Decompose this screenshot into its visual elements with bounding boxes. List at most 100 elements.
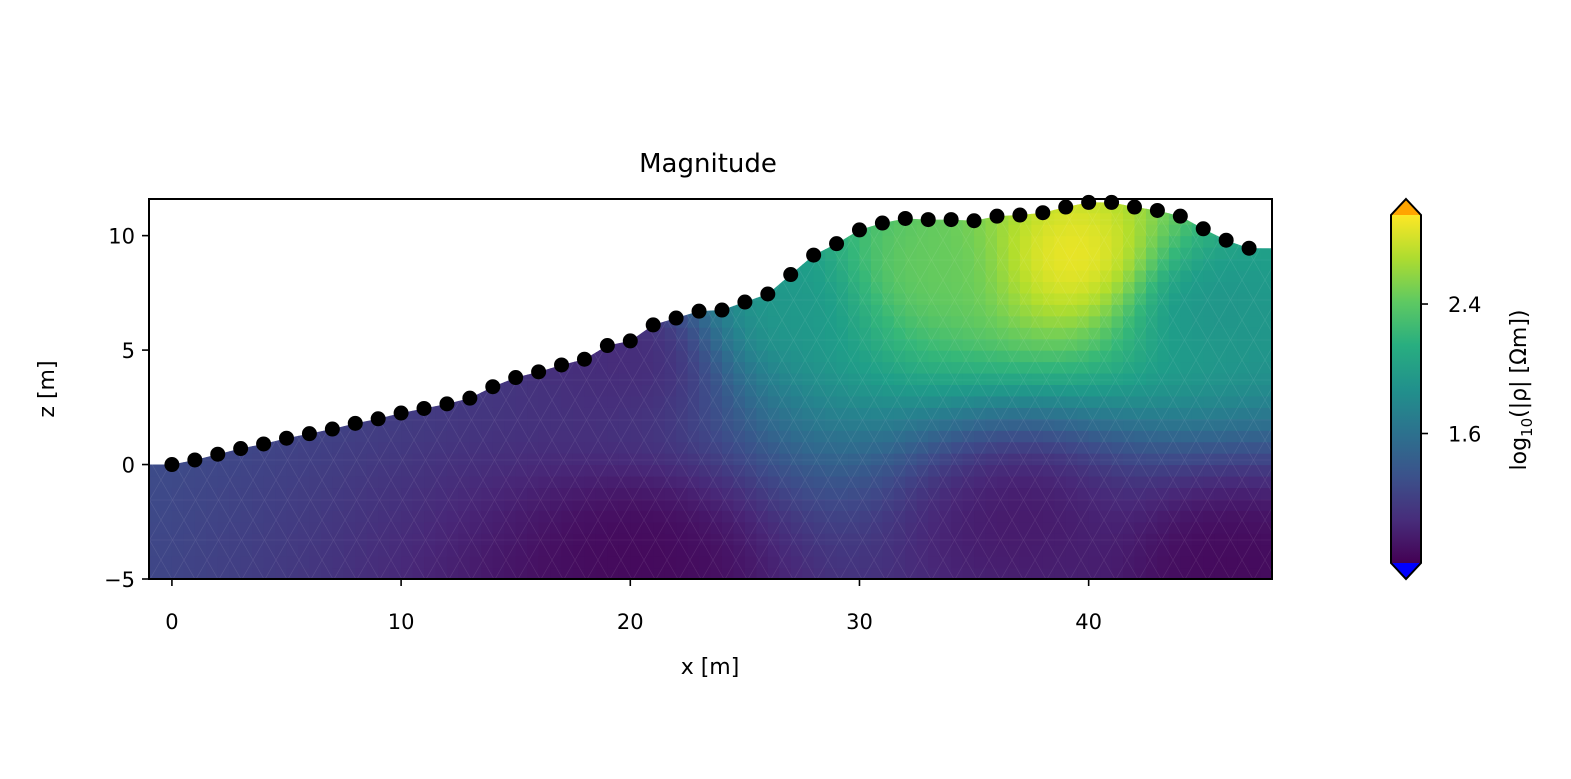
model-cell [320,372,333,386]
model-cell [1237,224,1250,237]
model-cell [412,315,425,328]
model-cell [699,258,712,271]
model-cell [412,384,425,397]
model-cell [538,235,551,248]
model-cell [378,315,391,328]
model-cell [298,190,310,202]
colorbar-label-subscript: 10 [1518,418,1536,437]
model-cell [607,202,620,214]
model-cell [481,269,494,283]
model-cell [504,202,517,214]
model-cell [721,202,735,214]
model-cell [550,235,563,248]
model-cell [171,418,184,431]
colorbar-label: log10(|ρ| [Ωm]) [1507,310,1536,471]
model-cell [458,315,471,328]
electrode-marker [622,333,638,349]
model-cell [779,190,791,202]
model-cell [229,292,242,305]
model-cell [171,212,184,225]
electrode-marker [1241,240,1257,256]
model-cell [206,202,219,214]
model-cell [160,407,173,420]
model-cell [343,235,356,248]
model-cell [332,247,345,260]
model-cell [584,235,597,248]
electrode-marker [233,441,249,457]
model-cell [687,202,700,214]
model-cell [275,235,288,248]
model-cell [309,338,322,351]
model-cell [229,190,241,202]
model-cell [699,292,712,305]
model-cell [240,338,253,351]
model-cell [320,395,333,408]
model-cell [492,224,505,237]
model-cell [275,224,288,237]
model-cell [286,315,299,328]
model-cell [561,235,574,248]
model-cell [527,202,540,214]
model-cell [194,430,207,443]
model-cell [355,315,368,328]
model-cell [664,247,677,260]
model-cell [492,350,505,363]
model-cell [149,269,162,283]
model-cell [516,190,528,202]
electrode-marker [554,357,570,373]
model-cell [882,202,895,214]
model-cell [149,441,162,454]
model-cell [343,384,356,397]
model-cell [870,202,883,214]
model-cell [183,212,196,225]
model-cell [630,292,643,305]
model-cell [733,281,746,294]
model-cell [676,212,689,225]
model-cell [939,202,952,214]
model-cell [286,269,299,283]
model-cell [355,395,368,408]
model-cell [321,190,333,202]
model-cell [744,224,757,237]
model-cell [721,212,735,225]
model-cell [171,395,184,408]
model-cell [710,202,723,214]
electrodes [164,194,1257,473]
model-cell [527,235,540,248]
model-cell [286,292,299,305]
colorbar-outline [1390,197,1422,581]
model-cell [240,395,253,408]
model-cell [618,235,631,248]
model-cell [160,190,172,202]
model-cell [653,247,666,260]
model-cell [825,212,838,225]
electrode-marker [760,286,776,302]
electrode-marker [645,317,661,333]
model-cell [767,247,780,260]
model-cell [229,418,242,431]
model-cell [401,292,414,305]
model-cell [378,327,391,340]
model-cell [722,190,734,202]
model-cell [974,202,987,214]
model-cell [572,212,586,225]
model-cell [171,292,184,305]
model-cell [194,327,207,340]
model-cell [217,350,230,363]
model-cell [676,258,689,271]
model-cell [229,212,242,225]
electrode-marker [966,213,982,229]
model-cell [584,190,596,202]
model-cell [905,190,917,202]
model-cell [607,212,620,225]
model-cell [813,212,826,225]
model-cell [550,224,563,237]
model-cell [263,269,276,283]
model-cell [481,258,494,271]
model-cell [344,190,356,202]
model-cell [813,235,826,248]
model-cell [412,258,425,271]
model-cell [561,315,574,328]
model-cell [229,361,242,374]
model-cell [171,304,184,317]
